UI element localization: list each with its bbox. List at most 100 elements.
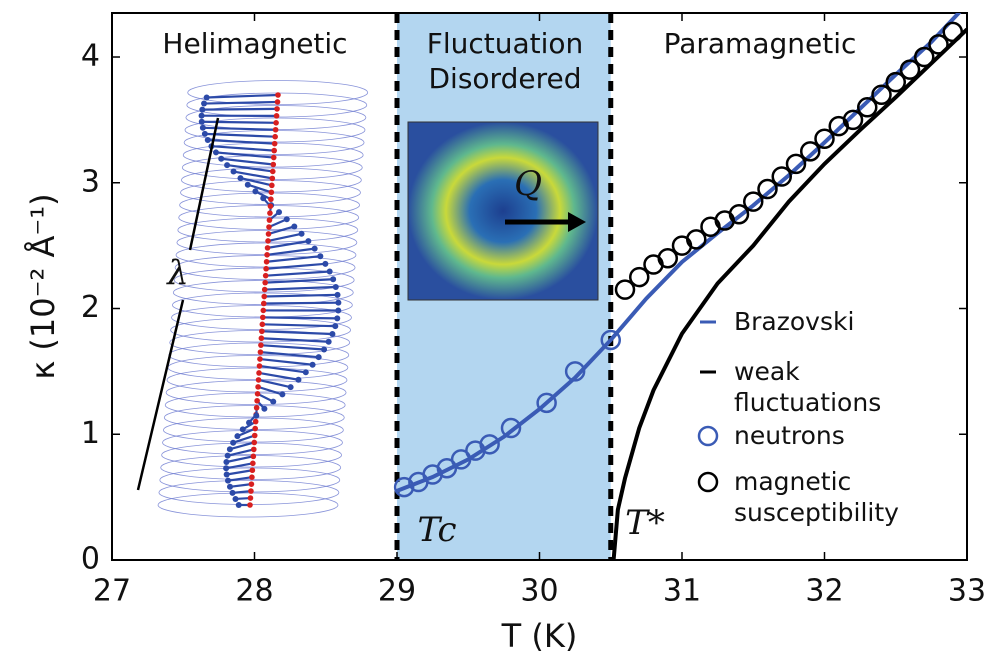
spin-center (253, 404, 260, 411)
spin-arrow (202, 107, 278, 111)
spin-center (247, 495, 254, 501)
spin-arrow (265, 270, 330, 277)
spin-center (257, 356, 263, 362)
spin-center (273, 119, 279, 126)
spin-head (223, 471, 230, 478)
data-point (564, 361, 586, 382)
spin-arrow (221, 157, 274, 166)
spin-arrow (202, 126, 276, 131)
spin-arrow (266, 247, 315, 256)
spin-arrow (232, 490, 252, 494)
x-axis-label: T (K) (501, 617, 578, 655)
data-point (600, 329, 621, 351)
spin-center (252, 418, 259, 425)
spin-arrow (206, 93, 279, 99)
spin-center (250, 453, 257, 460)
spin-center (260, 314, 266, 321)
spin-head (330, 276, 337, 283)
spin-head (237, 175, 244, 182)
spin-head (253, 412, 260, 419)
spin-head (261, 405, 268, 412)
data-point (928, 34, 949, 55)
spin-arrow (257, 385, 283, 396)
spin-head (218, 155, 225, 162)
spin-head (246, 419, 253, 426)
spin-head (252, 188, 259, 195)
spin-arrow (226, 164, 273, 173)
spin-center (267, 210, 273, 216)
data-point (393, 476, 415, 498)
data-point (942, 21, 963, 43)
y-tick-label: 3 (81, 164, 100, 199)
spin-center (259, 321, 266, 328)
spin-center (264, 245, 271, 251)
spin-center (260, 307, 267, 314)
spin-center (269, 168, 276, 175)
legend-swatch (697, 471, 719, 493)
spin-center (249, 467, 256, 474)
y-tick-label: 0 (81, 542, 100, 577)
spin-center (262, 272, 269, 279)
spin-head (239, 426, 246, 433)
data-point (500, 417, 522, 439)
spin-center (252, 425, 259, 432)
spin-head (322, 260, 329, 267)
spin-arrow (259, 364, 306, 374)
spin-center (271, 147, 278, 154)
spin-arrow (260, 351, 319, 359)
spin-center (275, 92, 281, 98)
spin-head (334, 315, 341, 322)
data-point (914, 46, 935, 68)
spin-arrow (266, 255, 321, 263)
spin-head (326, 268, 333, 275)
spin-head (270, 398, 277, 405)
spin-center (260, 300, 267, 307)
spin-arrow (240, 177, 273, 187)
spin-head (279, 391, 286, 398)
legend-swatch (697, 425, 719, 447)
spin-head (244, 181, 251, 188)
spin-head (229, 489, 236, 496)
spin-center (261, 293, 268, 300)
spin-center (258, 342, 264, 348)
spin-head (230, 439, 237, 446)
x-tick-label: 33 (948, 574, 986, 609)
spin-center (274, 106, 280, 112)
spin-arrow (268, 225, 295, 236)
annotation: T* (625, 503, 665, 543)
spin-head (335, 299, 342, 306)
spin-head (332, 284, 339, 291)
spin-arrow (227, 476, 253, 482)
spin-head (291, 223, 298, 230)
spin-head (332, 323, 339, 330)
scattering-image (407, 121, 599, 301)
spin-center (265, 238, 271, 244)
lambda-bar (188, 117, 220, 251)
spin-center (270, 154, 277, 161)
spin-head (224, 162, 231, 169)
spin-center (250, 446, 257, 453)
spin-center (255, 377, 262, 383)
spin-head (201, 130, 208, 137)
data-point (885, 71, 906, 93)
spin-arrow (211, 145, 275, 152)
spin-center (266, 217, 273, 223)
spin-arrow (261, 330, 333, 336)
annotation: Paramagnetic (664, 27, 857, 60)
spin-arrow (247, 183, 272, 194)
spin-head (321, 346, 328, 353)
spin-center (271, 140, 278, 147)
spin-head (305, 238, 312, 245)
spin-center (254, 397, 260, 404)
series-line (611, 27, 967, 560)
x-tick-label: 30 (520, 574, 558, 609)
data-point (871, 84, 892, 105)
spin-head (276, 209, 283, 216)
spin-head (223, 465, 230, 472)
data-point (757, 178, 778, 200)
spin-head (287, 384, 294, 391)
spin-head (226, 446, 233, 453)
q-arrow-head (568, 212, 586, 232)
